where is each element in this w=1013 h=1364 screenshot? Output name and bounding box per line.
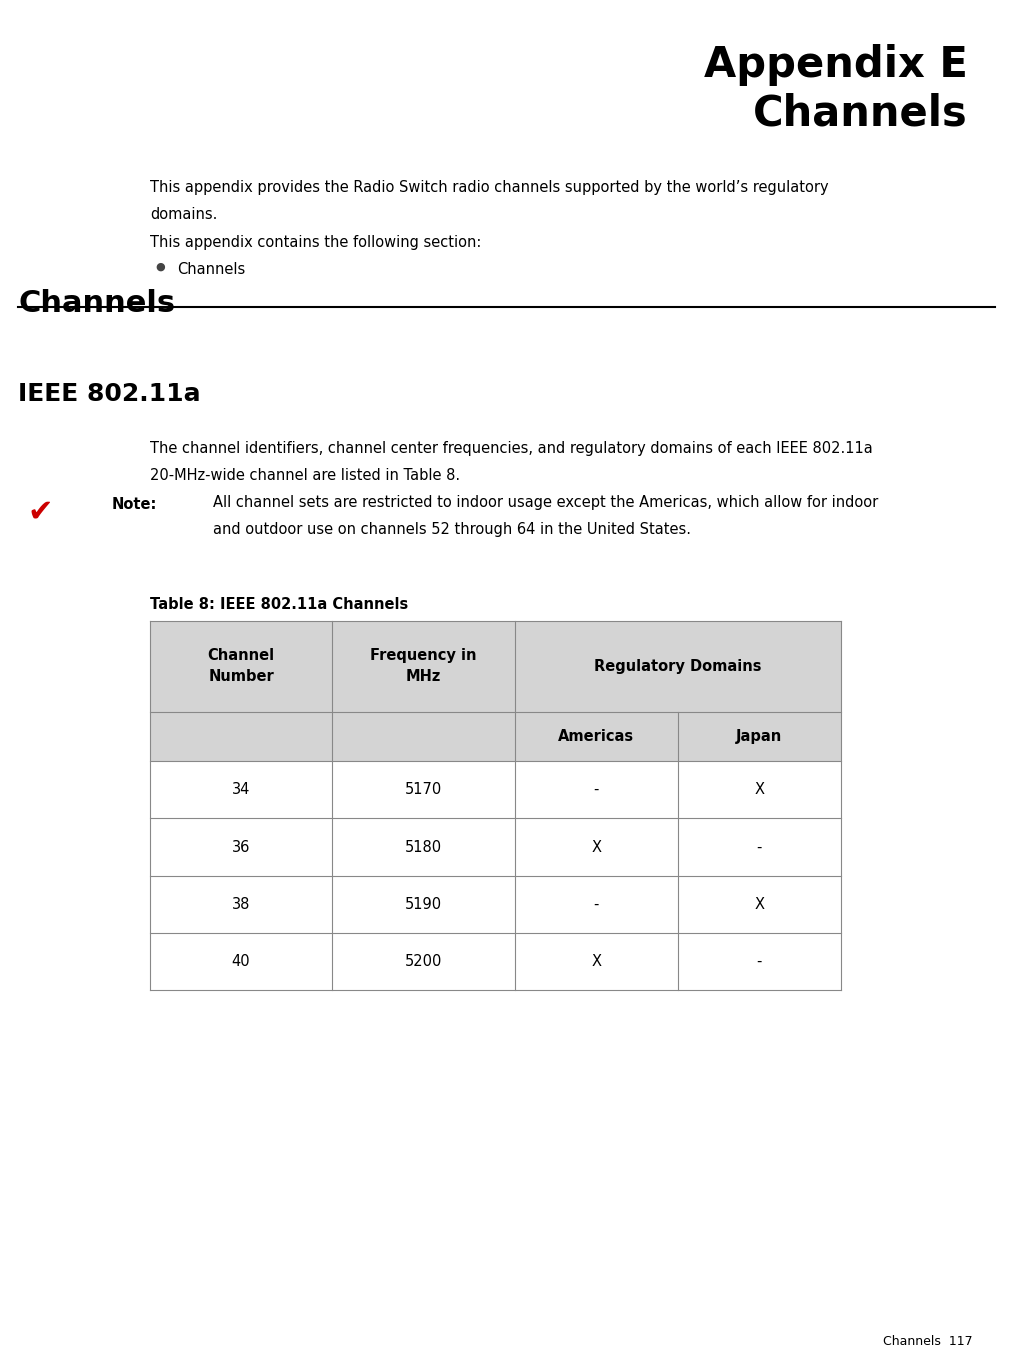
Text: 5170: 5170 (405, 783, 442, 797)
Text: and outdoor use on channels 52 through 64 in the United States.: and outdoor use on channels 52 through 6… (213, 522, 691, 537)
Bar (150, 933, 841, 990)
Text: Channel
Number: Channel Number (208, 648, 275, 685)
Text: X: X (755, 898, 764, 911)
Text: 5200: 5200 (405, 955, 442, 968)
Text: Channels: Channels (753, 93, 967, 135)
Text: Appendix E: Appendix E (704, 44, 967, 86)
Text: The channel identifiers, channel center frequencies, and regulatory domains of e: The channel identifiers, channel center … (150, 441, 872, 456)
Text: -: - (757, 955, 762, 968)
Bar (150, 761, 841, 818)
Text: Channels: Channels (18, 289, 175, 318)
Text: Note:: Note: (111, 498, 157, 512)
Text: X: X (592, 955, 601, 968)
Bar (150, 818, 841, 876)
Text: Channels  117: Channels 117 (883, 1334, 972, 1348)
Text: Regulatory Domains: Regulatory Domains (594, 659, 762, 674)
Text: domains.: domains. (150, 207, 218, 222)
Text: X: X (592, 840, 601, 854)
Text: Table 8: IEEE 802.11a Channels: Table 8: IEEE 802.11a Channels (150, 597, 408, 612)
Text: Americas: Americas (558, 730, 634, 743)
Text: Japan: Japan (736, 730, 782, 743)
Bar (150, 621, 841, 761)
Bar (150, 876, 841, 933)
Text: -: - (757, 840, 762, 854)
Text: ●: ● (155, 262, 165, 271)
Text: 5190: 5190 (405, 898, 442, 911)
Text: X: X (755, 783, 764, 797)
Text: 40: 40 (232, 955, 250, 968)
Text: This appendix contains the following section:: This appendix contains the following sec… (150, 235, 481, 250)
Text: 38: 38 (232, 898, 250, 911)
Text: Channels: Channels (177, 262, 245, 277)
Text: 20-MHz-wide channel are listed in Table 8.: 20-MHz-wide channel are listed in Table … (150, 468, 460, 483)
Text: -: - (594, 898, 599, 911)
Text: ✔: ✔ (27, 496, 54, 527)
Text: 36: 36 (232, 840, 250, 854)
Text: 5180: 5180 (405, 840, 442, 854)
Text: 34: 34 (232, 783, 250, 797)
Text: Frequency in
MHz: Frequency in MHz (370, 648, 477, 685)
Text: -: - (594, 783, 599, 797)
Text: This appendix provides the Radio Switch radio channels supported by the world’s : This appendix provides the Radio Switch … (150, 180, 829, 195)
Text: IEEE 802.11a: IEEE 802.11a (18, 382, 201, 406)
Text: All channel sets are restricted to indoor usage except the Americas, which allow: All channel sets are restricted to indoo… (213, 495, 878, 510)
